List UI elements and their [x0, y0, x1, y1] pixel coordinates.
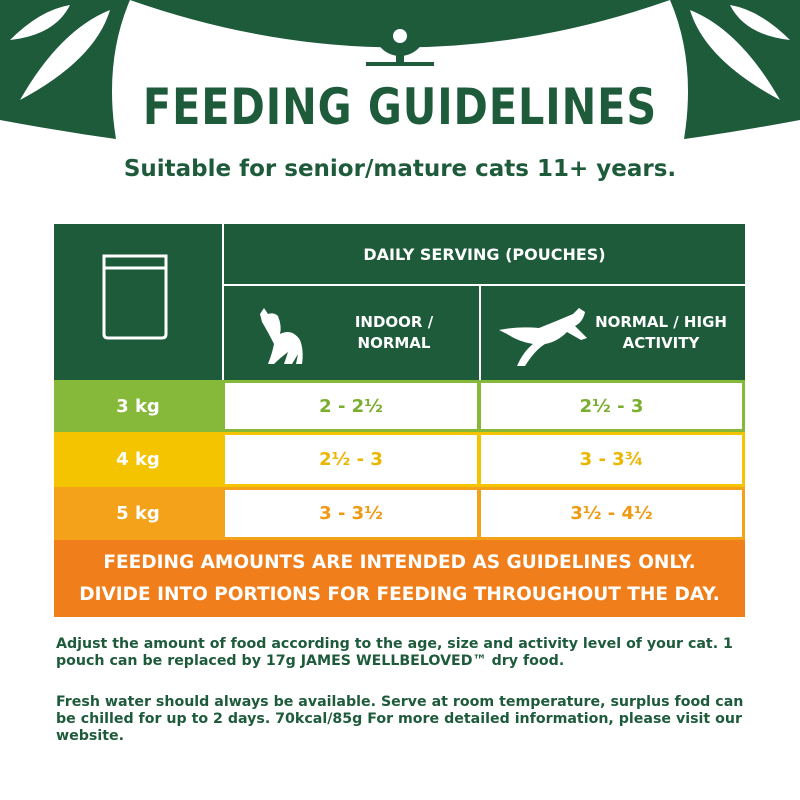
weight-label: 5 kg — [54, 487, 222, 540]
column-header: INDOOR / NORMAL — [224, 286, 479, 380]
pouch-icon — [102, 254, 168, 340]
serving-cell: 3 - 3¾ — [478, 432, 745, 487]
footer-text: Fresh water should always be available. … — [56, 694, 744, 744]
serving-cell: 3 - 3½ — [222, 487, 480, 540]
header-banner — [0, 0, 800, 150]
notice-line: FEEDING AMOUNTS ARE INTENDED AS GUIDELIN… — [103, 551, 696, 573]
group-header: DAILY SERVING (POUCHES) — [224, 224, 745, 284]
weight-label: 3 kg — [54, 380, 222, 432]
title: FEEDING GUIDELINES — [142, 78, 658, 136]
serving-cell: 2½ - 3 — [478, 380, 745, 432]
column-label: INDOOR / NORMAL — [354, 313, 434, 352]
subtitle: Suitable for senior/mature cats 11+ year… — [123, 156, 677, 182]
pouch-cell — [54, 224, 222, 380]
notice-banner: FEEDING AMOUNTS ARE INTENDED AS GUIDELIN… — [54, 540, 745, 617]
cat-running-icon — [499, 308, 587, 366]
cat-sitting-icon — [260, 308, 303, 364]
notice-line: DIVIDE INTO PORTIONS FOR FEEDING THROUGH… — [79, 583, 720, 605]
footer-text: Adjust the amount of food according to t… — [56, 636, 733, 669]
serving-cell: 2½ - 3 — [222, 432, 480, 487]
serving-cell: 2 - 2½ — [222, 380, 480, 432]
column-header: NORMAL / HIGH ACTIVITY — [481, 286, 745, 380]
weight-label: 4 kg — [54, 432, 222, 487]
column-label: NORMAL / HIGH ACTIVITY — [595, 313, 727, 352]
serving-cell: 3½ - 4½ — [478, 487, 745, 540]
